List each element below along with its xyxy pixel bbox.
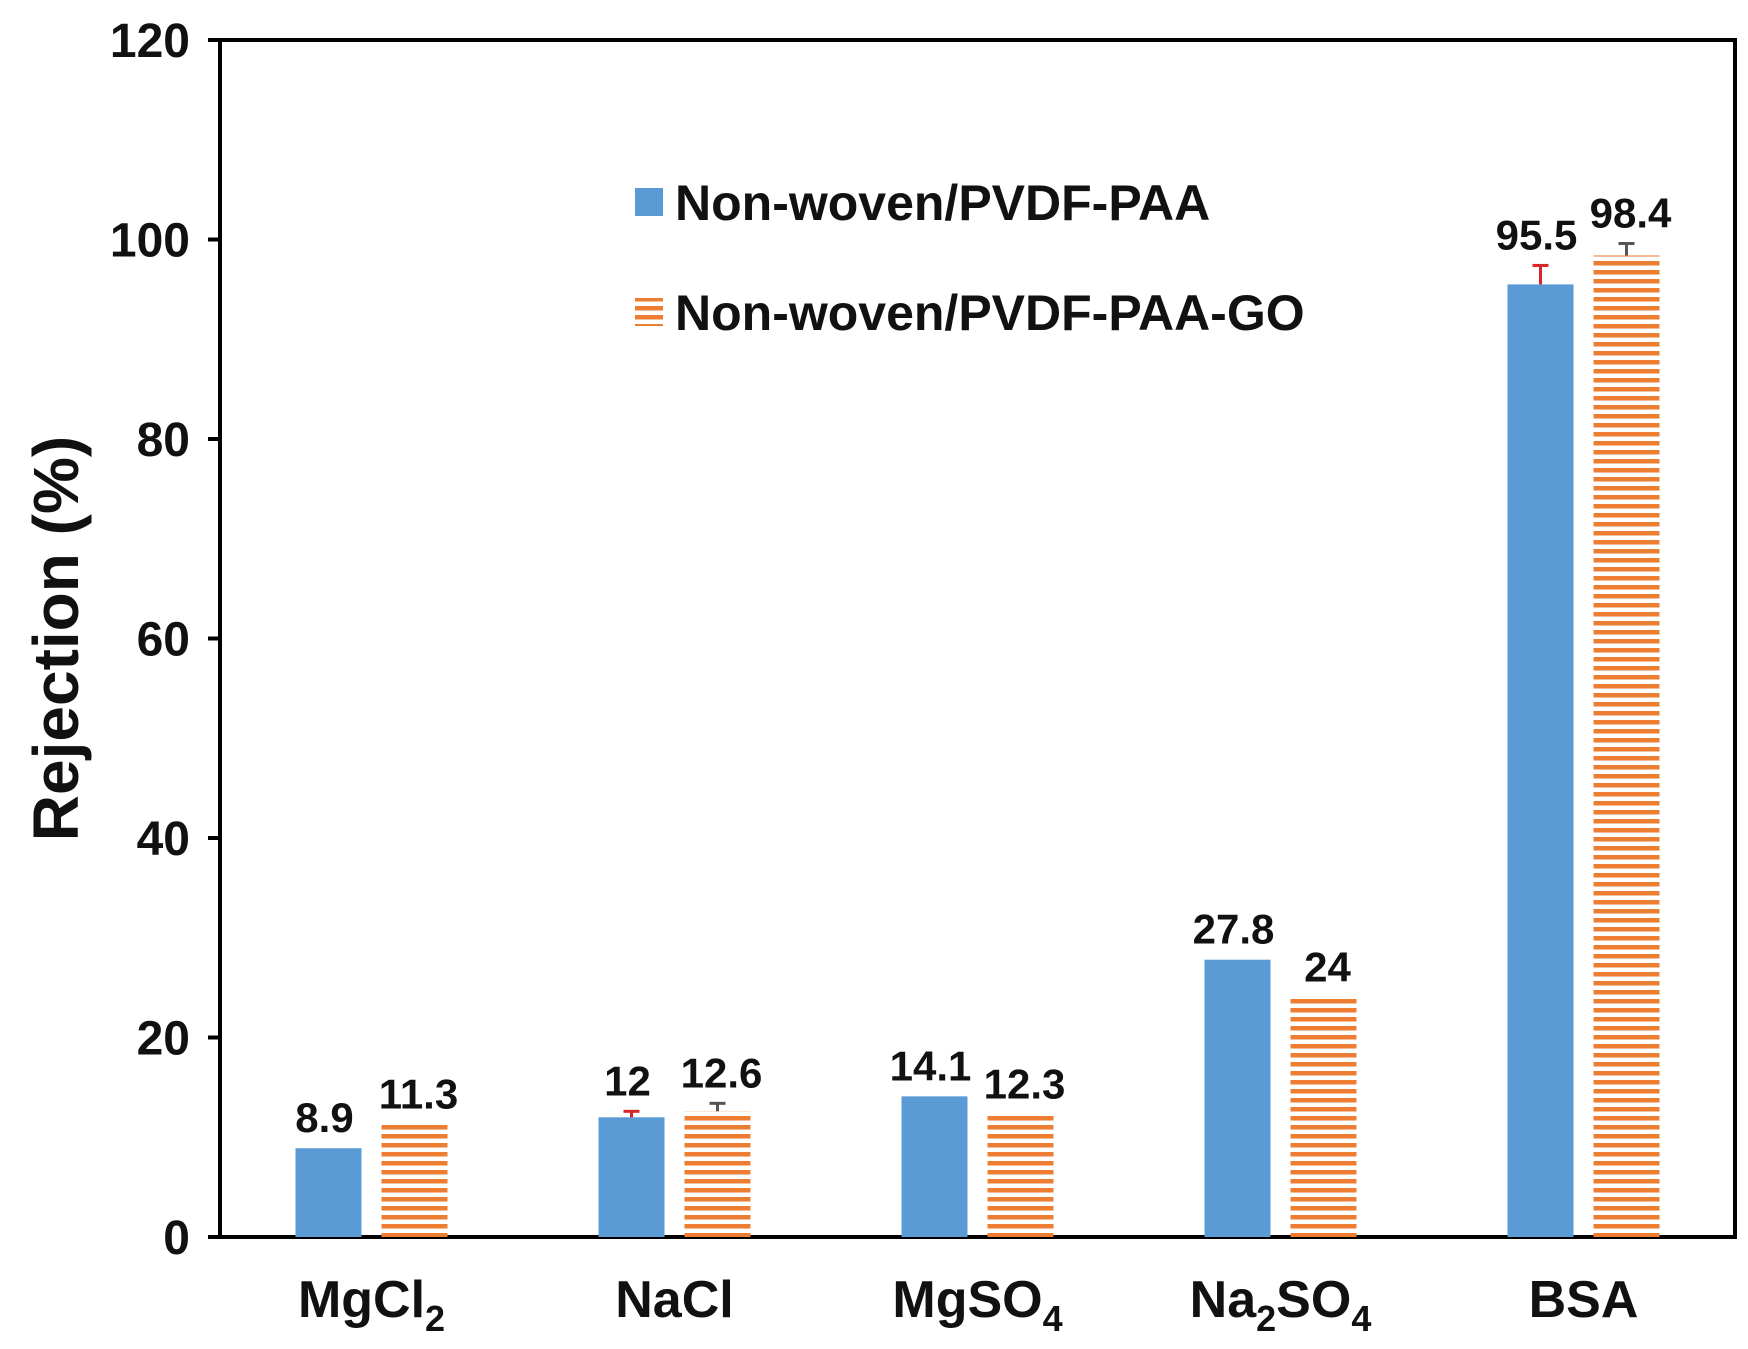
axes-layer: 0 20 40 60 80 100 120 Rejection (%) <box>20 15 1737 1265</box>
data-label: 14.1 <box>890 1042 972 1089</box>
bars-layer <box>295 241 1660 1237</box>
x-category-label-part: MgSO <box>892 1271 1042 1329</box>
bar-pvdf-paa-go-1 <box>684 1111 751 1237</box>
bar-pvdf-paa-0 <box>295 1148 362 1237</box>
legend-swatch-pvdf-paa-go <box>635 298 663 326</box>
bar-pvdf-paa-go-3 <box>1290 997 1357 1237</box>
x-category-label-part: BSA <box>1529 1271 1639 1329</box>
x-category-label: BSA <box>1529 1271 1639 1329</box>
x-category-label-part: MgCl <box>298 1271 425 1329</box>
bar-pvdf-paa-go-4 <box>1593 255 1660 1237</box>
x-category-label-part: 2 <box>425 1298 445 1339</box>
y-axis-title: Rejection (%) <box>20 436 92 841</box>
x-category-label-part: 2 <box>1256 1298 1276 1339</box>
x-category-label-part: Na <box>1190 1271 1258 1329</box>
legend-layer: Non-woven/PVDF-PAA Non-woven/PVDF-PAA-GO <box>635 175 1305 341</box>
data-label: 8.9 <box>295 1094 353 1141</box>
data-label: 12.3 <box>984 1060 1066 1107</box>
x-category-label: MgCl2 <box>298 1271 445 1339</box>
bar-pvdf-paa-go-0 <box>381 1124 448 1237</box>
data-label: 98.4 <box>1590 189 1672 236</box>
bar-pvdf-paa-1 <box>598 1117 665 1237</box>
x-category-label-part: 4 <box>1043 1298 1063 1339</box>
bar-pvdf-paa-4 <box>1507 284 1574 1237</box>
y-tick-label: 120 <box>110 15 190 68</box>
data-label: 11.3 <box>379 1070 458 1117</box>
bar-pvdf-paa-go-2 <box>987 1114 1054 1237</box>
data-label: 24 <box>1304 944 1351 991</box>
data-label: 95.5 <box>1496 211 1578 258</box>
legend-label: Non-woven/PVDF-PAA <box>675 175 1210 231</box>
y-tick-label: 40 <box>137 813 190 866</box>
data-label: 12 <box>604 1057 651 1104</box>
y-tick-label: 60 <box>137 614 190 667</box>
bar-pvdf-paa-2 <box>901 1096 968 1237</box>
y-tick-label: 80 <box>137 414 190 467</box>
x-category-label: NaCl <box>615 1271 733 1329</box>
legend-swatch-pvdf-paa <box>635 188 663 216</box>
data-label: 12.6 <box>681 1049 763 1096</box>
legend-label: Non-woven/PVDF-PAA-GO <box>675 285 1305 341</box>
data-label: 27.8 <box>1193 906 1275 953</box>
x-category-label: MgSO4 <box>892 1271 1062 1339</box>
x-category-label-part: NaCl <box>615 1271 733 1329</box>
x-category-label-part: 4 <box>1351 1298 1371 1339</box>
y-tick-label: 100 <box>110 215 190 268</box>
x-category-label-part: SO <box>1276 1271 1351 1329</box>
bar-pvdf-paa-3 <box>1204 959 1271 1237</box>
y-tick-label: 20 <box>137 1013 190 1066</box>
x-category-label: Na2SO4 <box>1190 1271 1372 1339</box>
y-tick-label: 0 <box>163 1212 190 1265</box>
